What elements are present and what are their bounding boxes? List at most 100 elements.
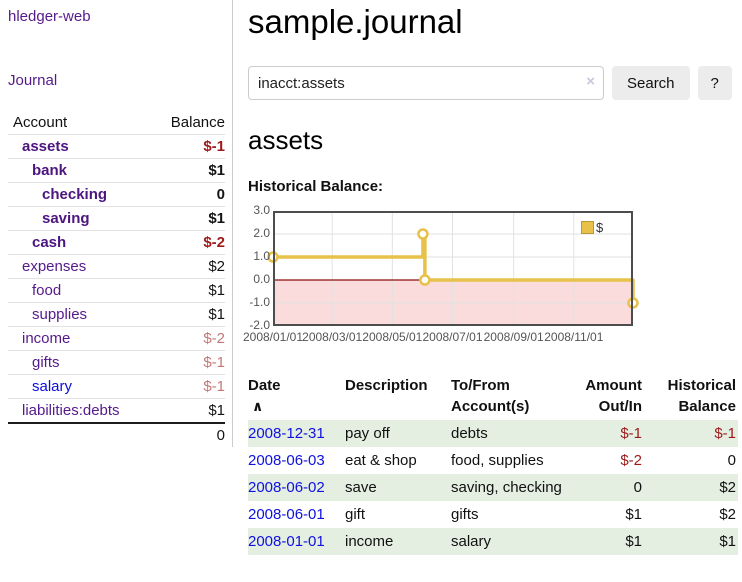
account-row: supplies $1: [8, 303, 225, 327]
account-row: bank $1: [8, 159, 225, 183]
account-row: checking 0: [8, 183, 225, 207]
sidebar-account-link[interactable]: expenses: [22, 258, 87, 275]
sidebar-account-link[interactable]: checking: [42, 186, 108, 203]
transaction-date-link[interactable]: 2008-06-01: [248, 506, 325, 523]
account-row: gifts $-1: [8, 351, 225, 375]
transaction-description: gift: [345, 506, 366, 523]
x-axis-tick-label: 2008/09/01: [483, 330, 544, 344]
account-row: income $-2: [8, 327, 225, 351]
accounts-total-row: 0: [8, 422, 225, 447]
transaction-description: eat & shop: [345, 452, 417, 469]
transaction-balance: $1: [719, 533, 736, 550]
transaction-amount: $1: [625, 506, 642, 523]
search-form: × Search ?: [248, 66, 738, 100]
y-axis-tick-label: 1.0: [253, 249, 270, 263]
transaction-amount: $1: [625, 533, 642, 550]
account-balance: $-1: [203, 354, 225, 371]
transactions-table: Date ∧ Description To/From Account(s) Amo…: [248, 372, 738, 555]
sidebar-account-link[interactable]: assets: [22, 138, 69, 155]
transaction-accounts: salary: [451, 533, 492, 550]
column-header-accounts: To/From Account(s): [451, 377, 530, 415]
y-axis-tick-label: -2.0: [249, 318, 270, 332]
account-row: liabilities:debts $1: [8, 399, 225, 422]
transaction-description: pay off: [345, 425, 390, 442]
x-axis-tick-label: 2008/05/01: [362, 330, 423, 344]
sidebar-account-link[interactable]: food: [32, 282, 62, 299]
sidebar-item-journal[interactable]: Journal: [8, 72, 58, 89]
x-axis-tick-label: 2008/07/01: [422, 330, 483, 344]
sidebar-account-link[interactable]: cash: [32, 234, 67, 251]
accounts-table-header: Account Balance: [8, 111, 225, 135]
help-button[interactable]: ?: [697, 66, 732, 100]
transaction-balance: $2: [719, 506, 736, 523]
x-axis-tick-label: 2008/01/01: [242, 330, 304, 344]
column-header-date[interactable]: Date ∧: [248, 372, 345, 420]
account-balance: $1: [208, 210, 225, 227]
chart-title: Historical Balance:: [248, 178, 384, 195]
account-heading: assets: [248, 125, 324, 155]
historical-balance-chart: 3.0 2.0 1.0 0.0 -1.0 -2.0 2008/01/01 2008/03/01…: [243, 203, 668, 350]
account-balance: $-1: [203, 378, 225, 395]
search-button[interactable]: Search: [612, 66, 690, 100]
y-axis-tick-label: 2.0: [253, 226, 270, 240]
account-row: expenses $2: [8, 255, 225, 279]
transaction-balance: $-1: [714, 425, 736, 442]
accounts-header-account: Account: [13, 114, 68, 131]
accounts-header-balance: Balance: [170, 114, 225, 131]
sidebar-account-link[interactable]: bank: [32, 162, 68, 179]
sidebar-account-link[interactable]: supplies: [32, 306, 88, 323]
account-balance: $1: [208, 162, 225, 179]
sidebar-account-link[interactable]: gifts: [32, 354, 60, 371]
x-axis-tick-label: 2008/11/01: [544, 330, 604, 344]
account-row: salary $-1: [8, 375, 225, 399]
transaction-description: income: [345, 533, 394, 550]
sidebar: hledger-web Journal Account Balance asse…: [0, 0, 233, 447]
sidebar-account-link[interactable]: liabilities:debts: [22, 402, 120, 419]
account-balance: $-2: [203, 234, 225, 251]
search-input[interactable]: [248, 66, 604, 100]
transaction-date-link[interactable]: 2008-01-01: [248, 533, 325, 550]
transaction-amount: 0: [633, 479, 642, 496]
account-row: assets $-1: [8, 135, 225, 159]
account-balance: $-1: [203, 138, 225, 155]
y-axis-tick-label: 3.0: [253, 203, 270, 217]
search-input-wrapper: ×: [248, 66, 604, 100]
transaction-date-link[interactable]: 2008-12-31: [248, 425, 325, 442]
transaction-date-link[interactable]: 2008-06-03: [248, 452, 325, 469]
sidebar-account-link[interactable]: salary: [32, 378, 73, 395]
page-title: sample.journal: [248, 3, 463, 40]
account-balance: $1: [208, 282, 225, 299]
column-header-balance: Historical Balance: [667, 377, 736, 415]
transaction-amount: $-1: [620, 425, 642, 442]
account-balance: $2: [208, 258, 225, 275]
app-title-link[interactable]: hledger-web: [8, 8, 91, 25]
column-header-description: Description: [345, 377, 428, 394]
account-balance: $1: [208, 306, 225, 323]
clear-search-icon[interactable]: ×: [586, 73, 595, 90]
legend-swatch-icon: [581, 221, 594, 234]
main-content: sample.journal × Search ? assets Histori…: [233, 0, 742, 555]
account-row: saving $1: [8, 207, 225, 231]
transaction-date-link[interactable]: 2008-06-02: [248, 479, 325, 496]
accounts-table: Account Balance assets $-1 bank $1 checking 0…: [8, 111, 225, 447]
y-axis-tick-label: 0.0: [253, 272, 270, 286]
sort-ascending-icon: ∧: [252, 398, 264, 414]
account-balance: 0: [216, 186, 225, 203]
transaction-accounts: food, supplies: [451, 452, 544, 469]
transaction-accounts: debts: [451, 425, 488, 442]
account-row: food $1: [8, 279, 225, 303]
sidebar-account-link[interactable]: income: [22, 330, 71, 347]
sidebar-nav: Journal: [8, 72, 232, 90]
transaction-balance: $2: [719, 479, 736, 496]
legend-label: $: [596, 220, 604, 235]
transaction-row: 2008-06-01 gift gifts $1 $2: [248, 501, 738, 528]
column-header-amount: Amount Out/In: [585, 377, 642, 415]
transaction-balance: 0: [727, 452, 736, 469]
transaction-row: 2008-06-02 save saving, checking 0 $2: [248, 474, 738, 501]
account-row: cash $-2: [8, 231, 225, 255]
account-balance: $1: [208, 402, 225, 419]
transaction-amount: $-2: [620, 452, 642, 469]
transaction-row: 2008-06-03 eat & shop food, supplies $-2 0: [248, 447, 738, 474]
sidebar-account-link[interactable]: saving: [42, 210, 90, 227]
x-axis-tick-label: 2008/03/01: [302, 330, 363, 344]
